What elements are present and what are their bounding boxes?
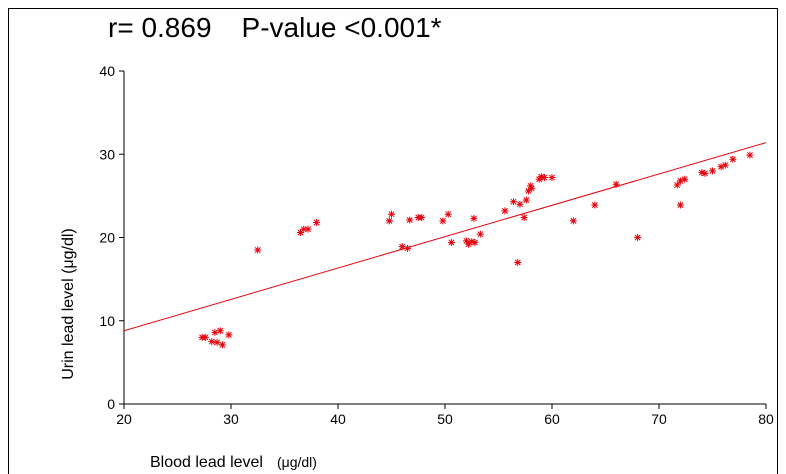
chart-title: r= 0.869 P-value <0.001* [108,12,442,44]
data-point [211,328,219,336]
data-point [569,217,577,225]
data-point [385,217,393,225]
y-axis-label: Urin lead level (μg/dl) [60,228,77,380]
data-point [297,229,305,237]
data-point [527,182,535,190]
data-point [476,230,484,238]
x-tick-label: 40 [330,411,346,427]
data-point [201,333,209,341]
x-tick-label: 30 [223,411,239,427]
data-point [676,177,684,185]
y-ticks: 0 10 20 30 40 [99,63,124,412]
data-point [313,219,321,227]
data-point [522,196,530,204]
data-point [509,198,517,206]
data-point [729,155,737,163]
y-tick-label: 0 [107,396,115,412]
data-point [721,161,729,169]
correlation-label: r= 0.869 [108,12,212,43]
y-tick-label: 30 [99,146,115,162]
data-point [673,181,681,189]
data-point [516,200,524,208]
data-point [471,238,479,246]
y-tick-label: 10 [99,313,115,329]
p-value-label: P-value <0.001* [241,12,442,43]
x-ticks: 20 30 40 50 60 70 80 [116,404,774,427]
data-point [225,331,233,339]
data-point [528,184,536,192]
data-point [537,173,545,181]
data-point [447,238,455,246]
x-axis-unit: (μg/dl) [277,454,317,470]
data-point [406,216,414,224]
data-point [514,258,522,266]
data-point [218,341,226,349]
data-point [470,214,478,222]
data-point [524,187,532,195]
y-tick-label: 20 [99,230,115,246]
x-tick-label: 80 [758,411,774,427]
x-tick-label: 60 [544,411,560,427]
data-points [198,151,754,349]
data-point [398,243,406,251]
data-point [548,174,556,182]
data-point [541,174,549,182]
data-point [254,246,262,254]
data-point [300,225,308,233]
data-point [681,175,689,183]
data-point [208,338,216,346]
data-point [676,201,684,209]
data-point [213,338,221,346]
data-point [520,214,528,222]
data-point [462,237,470,245]
data-point [612,180,620,188]
data-point [701,169,709,177]
data-point [417,214,425,222]
data-point [501,207,509,215]
data-point [439,217,447,225]
data-point [468,238,476,246]
axes [123,71,766,405]
data-point [216,327,224,335]
data-point [698,169,706,177]
data-point [717,163,725,171]
x-tick-label: 50 [437,411,453,427]
y-tick-label: 40 [99,63,115,79]
data-point [709,167,716,175]
data-point [746,151,754,159]
x-tick-label: 70 [651,411,667,427]
data-point [304,225,312,233]
data-point [634,234,642,241]
data-point [404,244,412,252]
data-point [591,201,599,209]
data-point [465,240,473,248]
data-point [444,210,452,218]
chart-frame [8,8,778,474]
trendline [123,142,767,332]
x-axis-label: Blood lead level (μg/dl) [150,454,317,471]
data-point [388,210,395,218]
x-tick-label: 20 [116,411,132,427]
